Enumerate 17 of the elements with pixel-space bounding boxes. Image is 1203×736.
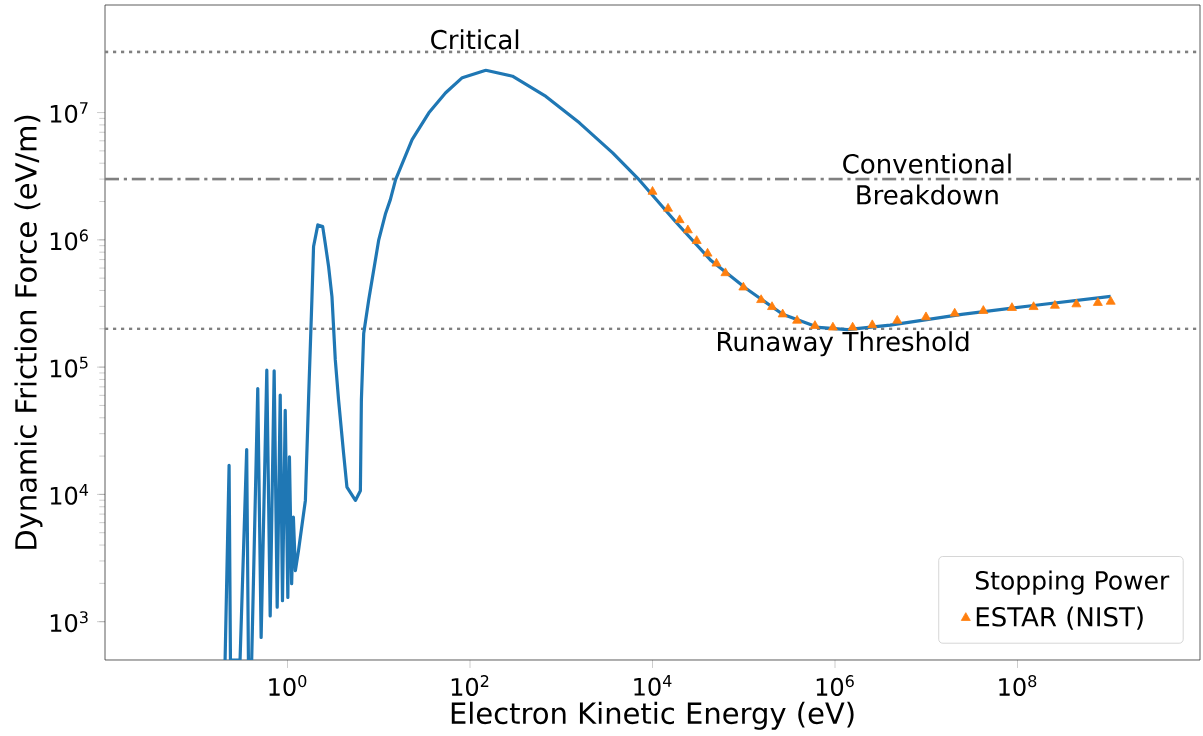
x-tick-label: 10$^{0}$ xyxy=(269,675,307,696)
x-tick-label: 10$^{2}$ xyxy=(451,675,489,696)
x-tick-label: 10$^{4}$ xyxy=(634,675,672,696)
x-tick-label: 10$^{8}$ xyxy=(999,675,1037,696)
x-tick-label: 10$^{6}$ xyxy=(816,675,854,696)
legend-label: ESTAR (NIST) xyxy=(976,606,1143,630)
ref-line-label: Runaway Threshold xyxy=(717,331,969,357)
y-tick-label: 10$^{6}$ xyxy=(50,229,88,251)
y-tick-label: 10$^{4}$ xyxy=(50,484,89,505)
ref-line-label: Critical xyxy=(431,29,519,50)
y-tick-label: 10$^{7}$ xyxy=(50,102,88,123)
y-tick-label: 10$^{5}$ xyxy=(50,356,88,378)
legend-title: Stopping Power xyxy=(975,570,1170,595)
y-tick-label: 10$^{3}$ xyxy=(50,611,88,633)
y-axis-title: Dynamic Friction Force (eV/m) xyxy=(14,115,43,549)
ref-line-label: Conventional Breakdown xyxy=(843,153,1011,205)
x-axis-title: Electron Kinetic Energy (eV) xyxy=(451,701,854,730)
